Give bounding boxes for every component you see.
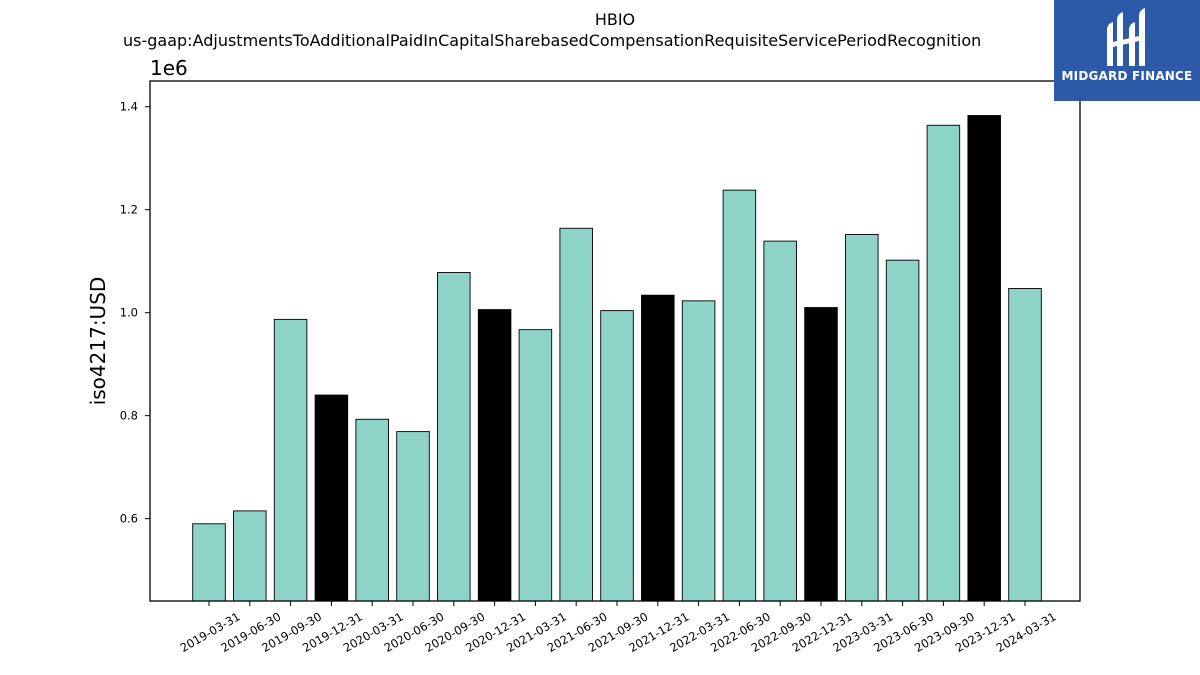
bar-2019-03-31 — [192, 523, 226, 602]
y-offset-text: 1e6 — [150, 56, 188, 80]
bar-2022-03-31 — [681, 300, 716, 602]
bar-2019-06-30 — [233, 510, 267, 602]
bar-2019-12-31 — [314, 394, 349, 602]
chart-title: HBIO — [595, 10, 635, 29]
y-tick-label: 1.4 — [120, 100, 138, 114]
bar-2024-03-31 — [1008, 288, 1042, 602]
bar-2019-09-30 — [273, 318, 308, 602]
x-ticks-group: 2019-03-312019-06-302019-09-302019-12-31… — [178, 601, 1059, 655]
midgard-logo-icon — [1107, 8, 1145, 66]
y-tick-label: 1.0 — [120, 306, 138, 320]
bar-2021-03-31 — [518, 329, 553, 602]
y-tick-label: 1.2 — [120, 203, 138, 217]
bars-group — [192, 115, 1042, 602]
bar-2020-09-30 — [437, 272, 471, 602]
bar-2023-12-31 — [967, 115, 1001, 602]
logo-text: MIDGARD FINANCE — [1061, 69, 1193, 83]
y-tick-label: 0.6 — [120, 512, 138, 526]
bar-2023-06-30 — [885, 259, 920, 602]
bar-2020-12-31 — [477, 309, 512, 602]
bar-2021-12-31 — [641, 294, 675, 602]
bar-2021-06-30 — [559, 227, 593, 602]
chart-subtitle: us-gaap:AdjustmentsToAdditionalPaidInCap… — [123, 31, 981, 50]
y-ticks-group: 0.6 0.8 1.0 1.2 1.4 — [120, 100, 150, 526]
bar-2022-09-30 — [763, 240, 797, 602]
y-tick-label: 0.8 — [120, 409, 138, 423]
bar-2021-09-30 — [600, 310, 634, 602]
bar-2023-09-30 — [926, 124, 961, 602]
bar-2022-06-30 — [722, 189, 757, 602]
midgard-finance-logo: MIDGARD FINANCE — [1054, 0, 1200, 101]
bar-2022-12-31 — [804, 307, 838, 602]
y-axis-label: iso4217:USD — [86, 277, 110, 406]
bar-2023-03-31 — [845, 233, 879, 602]
bar-2020-03-31 — [355, 418, 389, 602]
bar-2020-06-30 — [396, 431, 430, 602]
plot-frame — [149, 80, 1081, 602]
